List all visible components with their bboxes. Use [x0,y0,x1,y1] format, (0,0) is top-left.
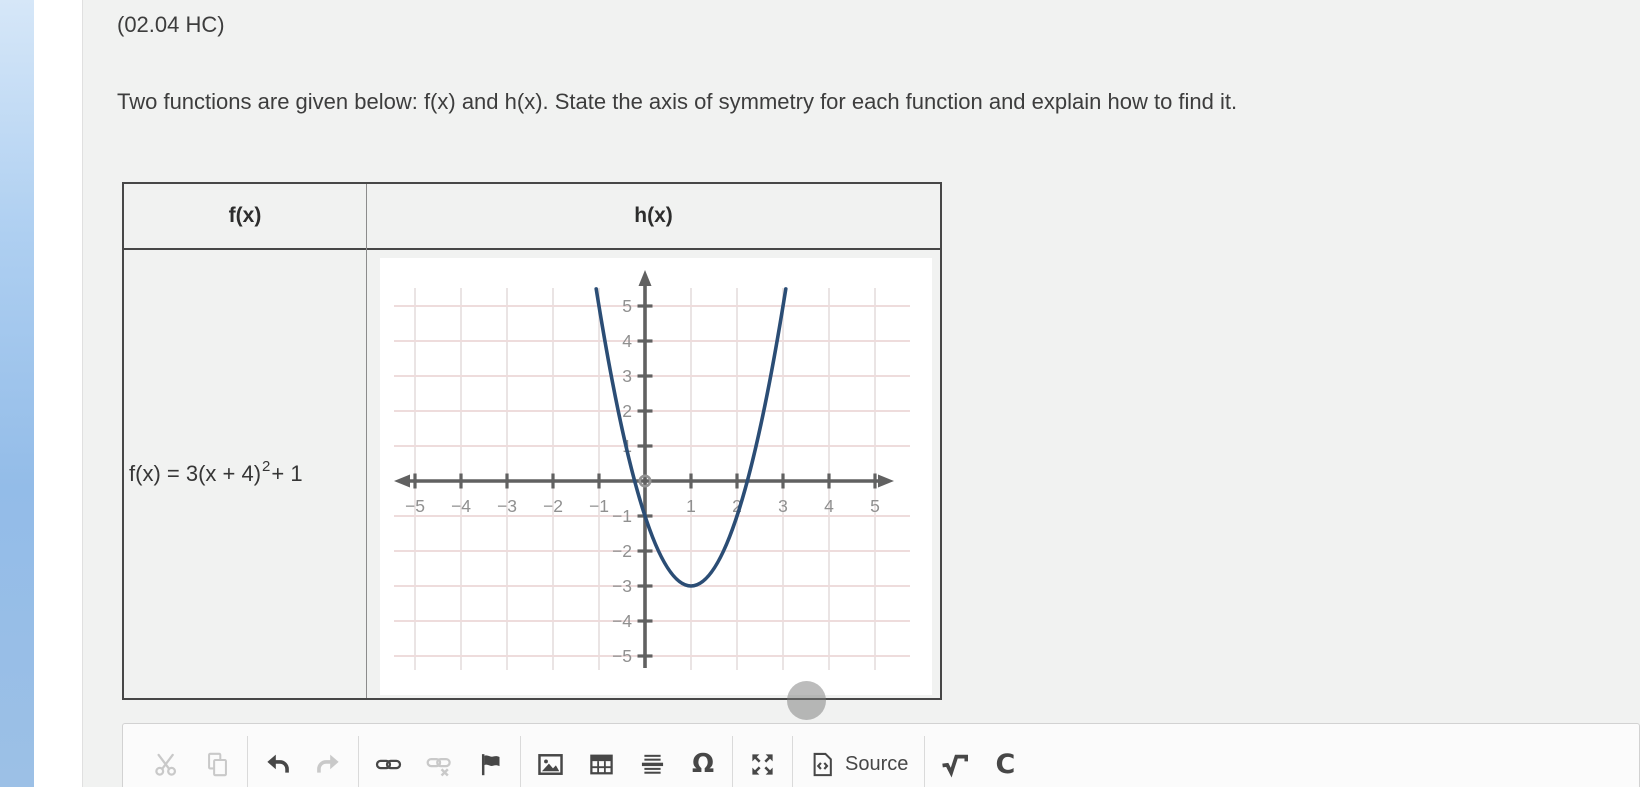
toolbar-copy-button[interactable] [192,742,243,786]
svg-text:−4: −4 [451,496,471,516]
scissors-icon [153,751,180,778]
left-blue-sidebar [0,0,34,787]
toolbar-separator [924,736,926,787]
svg-text:−5: −5 [405,496,425,516]
axis-ticks [413,304,877,658]
table-icon [588,751,615,778]
flag-anchor-icon [477,751,504,778]
toolbar-image-button[interactable] [525,742,576,786]
omega-icon: Ω [691,749,715,779]
svg-text:−1: −1 [589,496,609,516]
svg-text:4: 4 [824,496,834,516]
toolbar-button-row: Ω Source C [141,736,1639,787]
toolbar-horizontal-rule-button[interactable] [627,742,678,786]
hx-graph-image: −5 −4 −3 −2 −1 1 2 3 4 5 5 4 3 2 1 −1 −2 −3 −4 −5 [380,258,932,695]
toolbar-cut-button[interactable] [141,742,192,786]
link-icon [375,751,402,778]
unlink-icon [426,751,453,778]
y-axis [638,270,652,668]
toolbar-separator [520,736,521,787]
svg-text:−5: −5 [612,646,632,666]
svg-text:−2: −2 [612,541,632,561]
svg-text:−1: −1 [612,506,632,526]
table-header-hx: h(x) [634,204,673,227]
toolbar-chem-editor-button[interactable]: C [980,742,1030,786]
svg-text:−3: −3 [612,576,632,596]
svg-text:5: 5 [870,496,880,516]
square-root-icon [941,751,969,778]
toolbar-special-character-button[interactable]: Ω [678,742,728,786]
toolbar-separator [247,736,248,787]
toolbar-undo-button[interactable] [252,742,303,786]
question-text: Two functions are given below: f(x) and … [117,89,1238,114]
parabola-curve [594,287,788,588]
toolbar-maximize-button[interactable] [737,742,788,786]
toolbar-separator [358,736,359,787]
functions-table: f(x) h(x) f(x) = 3(x + 4) 2 + 1 −5 −4 −3 −2−… [122,182,942,700]
svg-text:2: 2 [732,496,742,516]
toolbar-redo-button[interactable] [303,742,354,786]
grid-lines [394,288,910,670]
toolbar-math-editor-button[interactable] [929,742,980,786]
fx-formula-prefix: f(x) = 3(x + 4) [129,461,262,486]
svg-text:2: 2 [622,401,632,421]
toolbar-separator [732,736,733,787]
fx-formula-exponent: 2 [262,457,271,475]
rich-text-editor-toolbar: Ω Source C [122,723,1640,787]
touch-cursor-indicator [787,681,826,720]
table-header-fx: f(x) [228,204,262,227]
source-code-icon [809,751,836,778]
undo-arrow-icon [264,751,291,778]
redo-arrow-icon [315,751,342,778]
svg-text:−2: −2 [543,496,563,516]
svg-text:3: 3 [622,366,632,386]
table-header-divider [124,248,940,250]
chemistry-c-icon: C [995,748,1016,780]
copy-icon [204,751,231,778]
svg-text:−3: −3 [497,496,517,516]
image-icon [537,751,564,778]
toolbar-unlink-button[interactable] [414,742,465,786]
toolbar-table-button[interactable] [576,742,627,786]
question-number-label: (02.04 HC) [117,12,225,37]
fx-formula-suffix: + 1 [271,461,303,486]
svg-text:5: 5 [622,296,632,316]
toolbar-link-button[interactable] [363,742,414,786]
svg-text:1: 1 [686,496,696,516]
maximize-arrows-icon [749,751,776,778]
origin-marker [638,474,652,488]
svg-text:3: 3 [778,496,788,516]
toolbar-source-button[interactable]: Source [797,742,920,786]
horizontal-rule-icon [639,751,666,778]
toolbar-separator [792,736,793,787]
source-button-label: Source [845,752,909,775]
fx-formula: f(x) = 3(x + 4) 2 + 1 [129,250,363,698]
svg-text:4: 4 [622,331,632,351]
left-white-gutter [34,0,83,787]
svg-text:−4: −4 [612,611,632,631]
table-column-divider [366,184,367,698]
toolbar-anchor-button[interactable] [465,742,516,786]
